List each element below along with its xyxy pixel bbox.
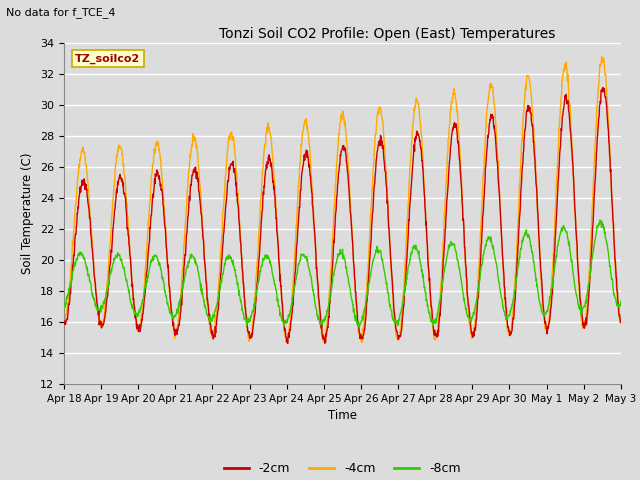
Legend: -2cm, -4cm, -8cm: -2cm, -4cm, -8cm <box>219 457 466 480</box>
Y-axis label: Soil Temperature (C): Soil Temperature (C) <box>22 153 35 275</box>
Text: TZ_soilco2: TZ_soilco2 <box>75 53 140 64</box>
Text: No data for f_TCE_4: No data for f_TCE_4 <box>6 7 116 18</box>
Title: Tonzi Soil CO2 Profile: Open (East) Temperatures: Tonzi Soil CO2 Profile: Open (East) Temp… <box>219 27 555 41</box>
X-axis label: Time: Time <box>328 409 357 422</box>
